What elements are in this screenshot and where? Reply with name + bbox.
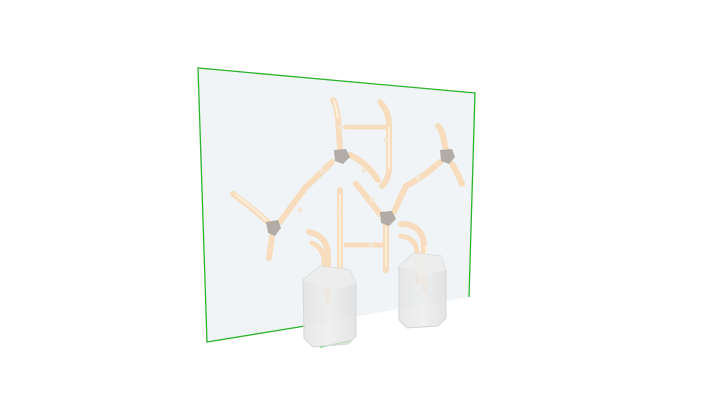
right-tank — [398, 252, 447, 329]
connector-center-top-icon — [334, 149, 350, 164]
tube-beads — [297, 124, 421, 248]
tube-into-left-tank-b — [309, 240, 329, 293]
connector-left-icon — [266, 220, 281, 236]
tube-lower-right — [391, 183, 409, 215]
connector-center-lower-icon — [380, 211, 396, 226]
tube-into-left-tank-a — [306, 229, 331, 303]
tube-center-top-right — [347, 152, 381, 183]
tube-left-lower — [266, 233, 275, 261]
tube-center-top-left — [303, 159, 335, 190]
tube-into-right-tank-b — [398, 233, 421, 285]
tube-into-right-tank-a — [398, 221, 427, 293]
selection-outline — [197, 67, 476, 343]
connectors — [266, 149, 455, 236]
tube-lower-left — [353, 181, 383, 217]
connector-right-icon — [440, 149, 455, 164]
tanks — [302, 252, 447, 348]
left-tank — [302, 265, 357, 348]
tube-right-to-center — [403, 159, 443, 189]
tube-right-down — [449, 161, 465, 187]
tube-right-up — [435, 123, 449, 153]
